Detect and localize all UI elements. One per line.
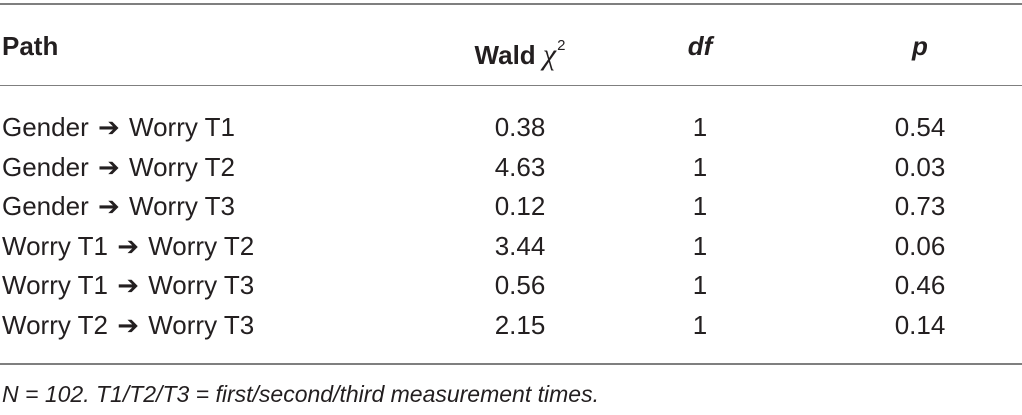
df-cell: 1 bbox=[692, 151, 708, 182]
header-p: p bbox=[912, 31, 928, 61]
wald-cell: 2.15 bbox=[494, 309, 546, 340]
header-wald-chi-square: Wald χ2 bbox=[380, 24, 660, 77]
wald-cell: 0.56 bbox=[494, 270, 546, 301]
path-from: Worry T1 bbox=[2, 270, 108, 301]
table-body: Gender ➔ Worry T1 0.38 1 0.54 Gender ➔ Worry… bbox=[0, 107, 1022, 345]
chi-symbol: χ2 bbox=[542, 37, 566, 71]
header-wald-label: Wald bbox=[474, 40, 536, 70]
df-cell: 1 bbox=[692, 112, 708, 142]
df-cell: 1 bbox=[692, 309, 708, 340]
table-header-rule bbox=[0, 85, 1022, 86]
header-df: df bbox=[687, 31, 713, 61]
table-note: N = 102. T1/T2/T3 = first/second/third m… bbox=[2, 381, 599, 407]
arrow-right-icon: ➔ bbox=[117, 270, 139, 301]
arrow-right-icon: ➔ bbox=[117, 309, 139, 340]
path-from: Gender bbox=[2, 191, 89, 222]
p-cell: 0.46 bbox=[894, 270, 946, 301]
path-cell: Worry T1 ➔ Worry T2 bbox=[2, 226, 254, 266]
df-cell: 1 bbox=[692, 230, 708, 261]
table-row: Gender ➔ Worry T3 0.12 1 0.73 bbox=[0, 186, 1022, 226]
p-cell: 0.14 bbox=[894, 309, 946, 340]
header-path: Path bbox=[2, 31, 59, 61]
arrow-right-icon: ➔ bbox=[97, 151, 120, 182]
path-to: Worry T3 bbox=[148, 270, 255, 301]
path-from: Worry T2 bbox=[2, 309, 108, 340]
table-bottom-rule bbox=[0, 363, 1022, 365]
p-cell: 0.73 bbox=[894, 191, 946, 222]
path-from: Gender bbox=[2, 112, 89, 142]
df-cell: 1 bbox=[692, 191, 708, 222]
path-cell: Gender ➔ Worry T2 bbox=[2, 147, 235, 187]
arrow-right-icon: ➔ bbox=[117, 230, 139, 261]
table-row: Gender ➔ Worry T1 0.38 1 0.54 bbox=[0, 107, 1022, 147]
path-to: Worry T2 bbox=[148, 230, 255, 261]
path-cell: Gender ➔ Worry T1 bbox=[2, 107, 235, 147]
path-cell: Worry T2 ➔ Worry T3 bbox=[2, 305, 254, 345]
table-row: Gender ➔ Worry T2 4.63 1 0.03 bbox=[0, 147, 1022, 187]
path-to: Worry T2 bbox=[129, 151, 235, 182]
table-row: Worry T1 ➔ Worry T3 0.56 1 0.46 bbox=[0, 265, 1022, 305]
wald-cell: 0.12 bbox=[494, 191, 546, 222]
arrow-right-icon: ➔ bbox=[97, 191, 120, 222]
arrow-right-icon: ➔ bbox=[97, 112, 120, 142]
path-from: Gender bbox=[2, 151, 89, 182]
table-row: Worry T1 ➔ Worry T2 3.44 1 0.06 bbox=[0, 226, 1022, 266]
p-cell: 0.06 bbox=[894, 230, 946, 261]
path-to: Worry T3 bbox=[148, 309, 255, 340]
path-from: Worry T1 bbox=[2, 230, 108, 261]
table-row: Worry T2 ➔ Worry T3 2.15 1 0.14 bbox=[0, 305, 1022, 345]
p-cell: 0.03 bbox=[894, 151, 946, 182]
wald-cell: 4.63 bbox=[494, 151, 546, 182]
table-top-rule bbox=[0, 3, 1022, 5]
path-to: Worry T3 bbox=[129, 191, 235, 222]
wald-cell: 3.44 bbox=[494, 230, 546, 261]
table-header-row: Path Wald χ2 df p bbox=[0, 24, 1022, 71]
wald-cell: 0.38 bbox=[494, 112, 546, 142]
path-cell: Worry T1 ➔ Worry T3 bbox=[2, 265, 254, 305]
path-cell: Gender ➔ Worry T3 bbox=[2, 186, 235, 226]
path-to: Worry T1 bbox=[129, 112, 235, 142]
df-cell: 1 bbox=[692, 270, 708, 301]
p-cell: 0.54 bbox=[894, 112, 946, 142]
